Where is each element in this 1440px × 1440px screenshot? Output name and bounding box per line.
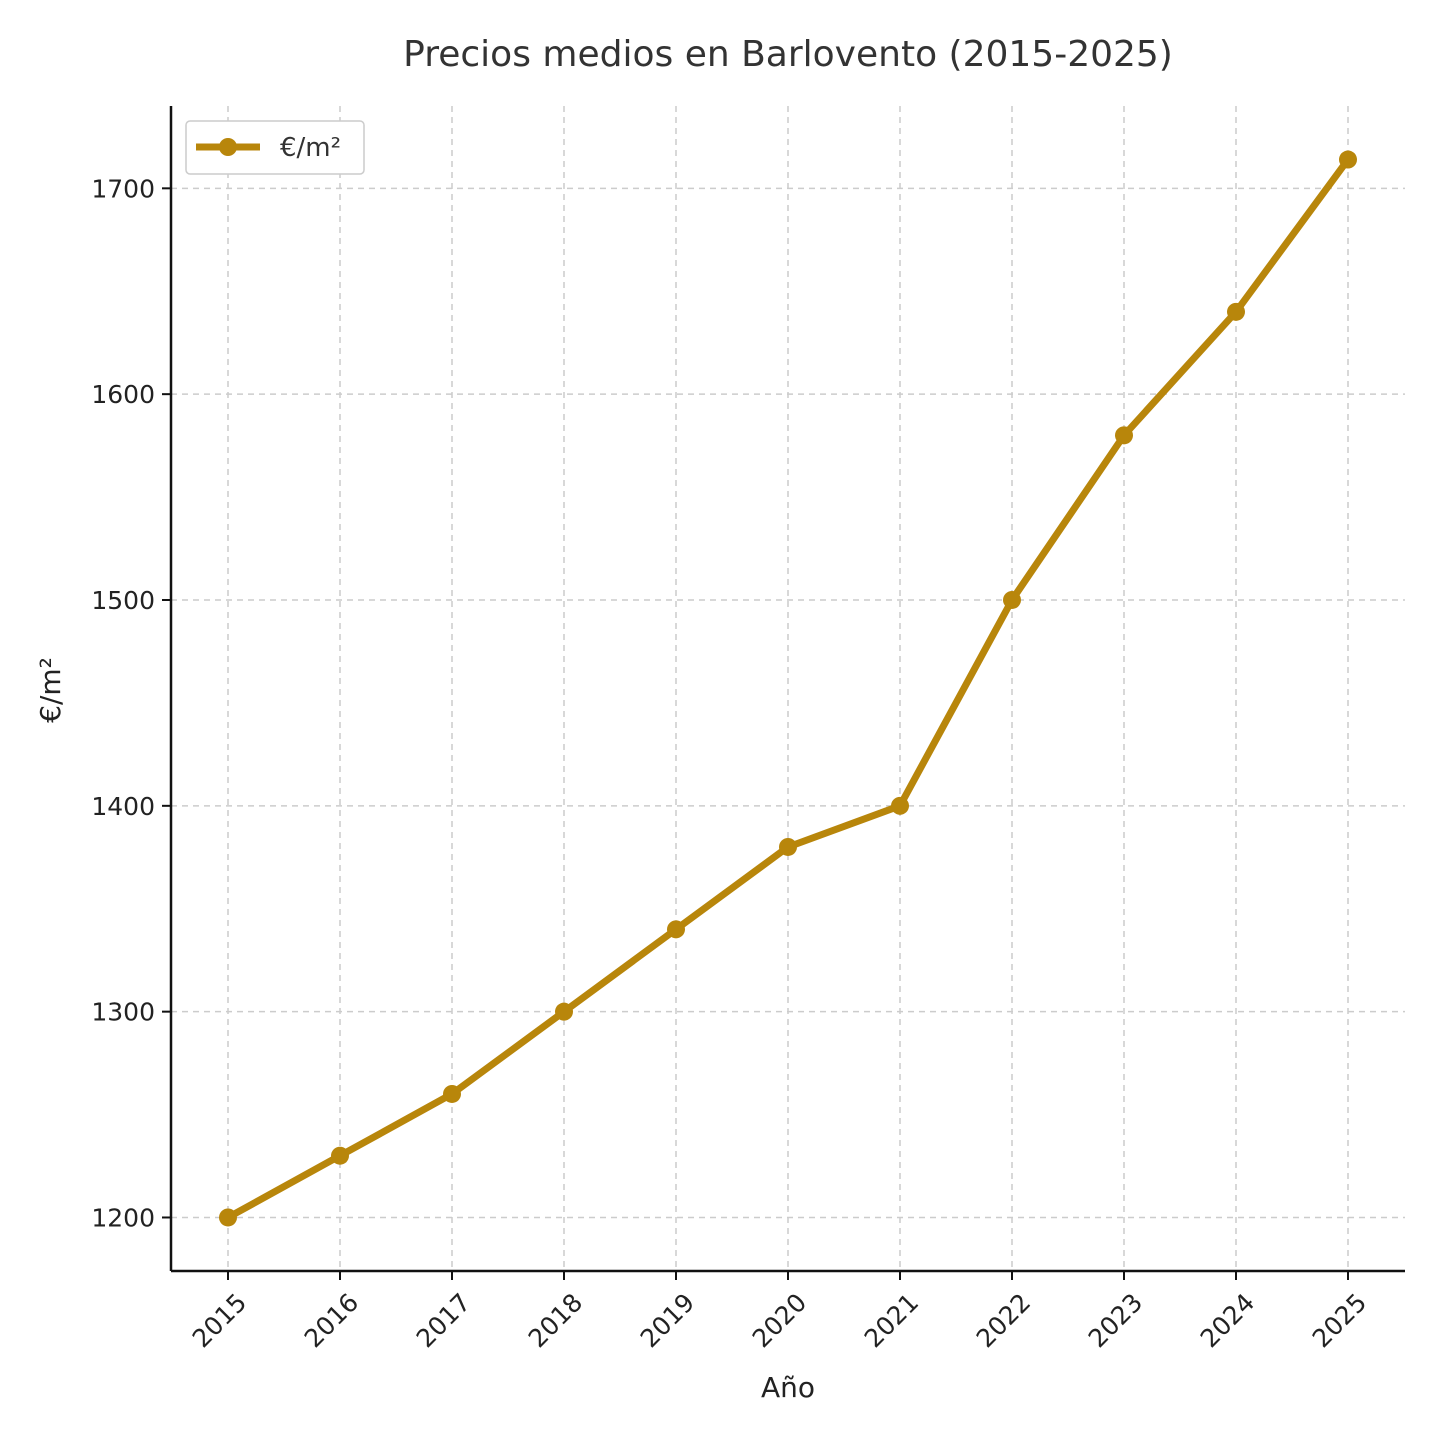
legend-box: [185, 120, 365, 175]
data-point: [779, 837, 797, 856]
data-point: [1227, 302, 1245, 321]
y-tick-label: 1700: [91, 174, 155, 203]
legend: €/m²: [185, 120, 365, 175]
data-point: [555, 1002, 573, 1021]
x-axis-label: Año: [761, 1371, 815, 1404]
y-tick-label: 1600: [91, 380, 155, 409]
series-layer: [219, 150, 1357, 1227]
data-point: [1115, 426, 1133, 445]
data-point: [219, 1208, 237, 1227]
chart-title: Precios medios en Barlovento (2015-2025): [403, 34, 1173, 75]
y-tick-label: 1400: [91, 792, 155, 821]
legend-marker-swatch: [219, 138, 237, 156]
data-point: [1003, 590, 1021, 609]
data-point: [667, 920, 685, 939]
legend-label: €/m²: [280, 133, 341, 163]
y-ticks: 1200 1300 1400 1500 1600 1700: [91, 174, 171, 1232]
y-tick-label: 1500: [91, 586, 155, 615]
y-axis-label: €/m²: [34, 657, 67, 723]
data-point: [443, 1084, 461, 1103]
y-tick-label: 1300: [91, 998, 155, 1027]
grid: [171, 106, 1405, 1271]
y-tick-label: 1200: [91, 1203, 155, 1232]
data-point: [891, 796, 909, 815]
data-point: [1339, 150, 1357, 169]
data-point: [331, 1146, 349, 1165]
